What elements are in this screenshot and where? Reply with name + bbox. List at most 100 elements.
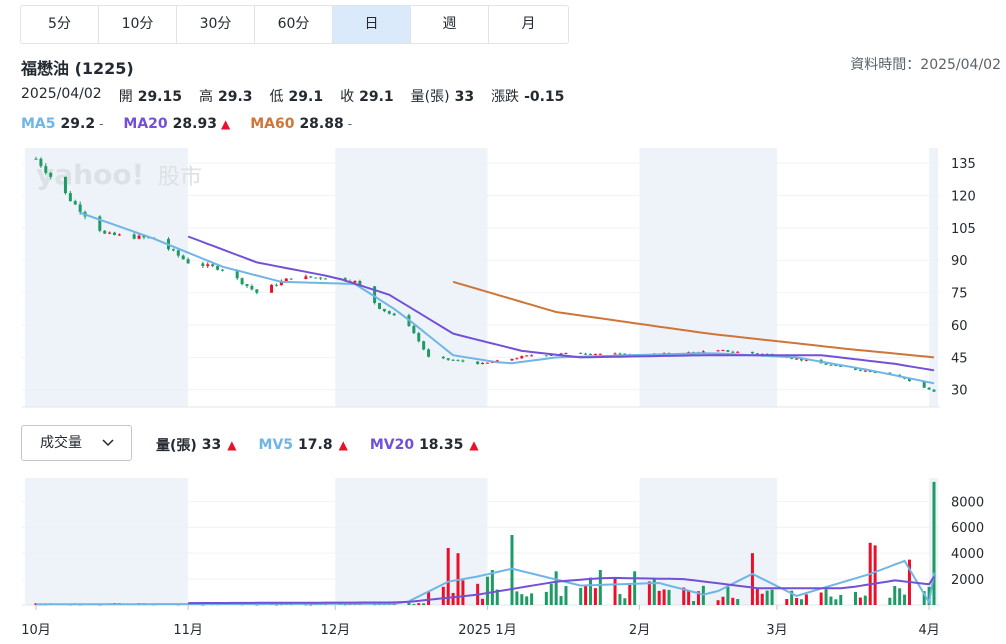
volume-bar xyxy=(932,481,936,605)
volume-bar xyxy=(554,571,558,605)
ma-name: MA5 xyxy=(21,116,56,132)
tab-4[interactable]: 日 xyxy=(333,6,411,43)
volume-bar xyxy=(515,591,519,605)
indicator-select[interactable]: 成交量 xyxy=(21,425,132,461)
volume-bar xyxy=(446,547,450,605)
candle-body xyxy=(113,232,117,235)
candle-body xyxy=(255,289,259,293)
volume-bar xyxy=(800,599,804,605)
ma-name: MA20 xyxy=(123,116,168,132)
trend-indicator: ▲ xyxy=(338,438,348,452)
candle-body xyxy=(49,172,53,177)
volume-bar xyxy=(520,594,524,605)
candle-body xyxy=(279,281,283,286)
price-tick-label: 75 xyxy=(951,287,968,302)
tab-2[interactable]: 30分 xyxy=(177,6,255,43)
volume-bar xyxy=(736,599,740,605)
volume-bar xyxy=(755,588,759,605)
volume-legend-value: 18.35 xyxy=(419,437,464,453)
candle-body xyxy=(284,278,288,282)
ma-value: 29.2 xyxy=(60,116,96,132)
tab-5[interactable]: 週 xyxy=(411,6,489,43)
volume-legend-value: 33 xyxy=(201,437,222,453)
volume-bar xyxy=(417,603,421,605)
candle-body xyxy=(377,302,381,309)
volume-bar xyxy=(593,588,597,605)
candle-body xyxy=(373,286,377,303)
x-month-label: 3月 xyxy=(766,623,787,638)
candle-body xyxy=(510,358,514,361)
candle-body xyxy=(142,235,146,238)
candle-body xyxy=(309,276,313,278)
volume-bar xyxy=(770,589,774,605)
volume-bar xyxy=(804,594,808,605)
tab-0[interactable]: 5分 xyxy=(21,6,99,43)
month-shade xyxy=(639,478,777,605)
candle-body xyxy=(559,353,563,355)
candle-body xyxy=(78,204,82,212)
candle-body xyxy=(274,284,278,286)
volume-bar xyxy=(481,598,485,605)
ma60-line xyxy=(452,280,935,359)
candle-body xyxy=(250,286,254,290)
x-month-label: 2月 xyxy=(629,623,650,638)
volume-bar xyxy=(579,587,583,605)
volume-bar xyxy=(873,545,877,605)
volume-bar xyxy=(790,590,794,605)
candle-body xyxy=(922,381,926,388)
volume-bar xyxy=(696,591,700,605)
indicator-select-label: 成交量 xyxy=(40,435,82,451)
price-tick-label: 60 xyxy=(951,319,968,334)
price-tick-label: 90 xyxy=(951,254,968,269)
candle-body xyxy=(544,355,548,357)
tab-1[interactable]: 10分 xyxy=(99,6,177,43)
volume-bar xyxy=(584,585,588,605)
candle-body xyxy=(39,158,43,167)
ohlc-date: 2025/04/02 xyxy=(21,86,102,102)
candle-body xyxy=(485,362,489,364)
ma5-line xyxy=(79,211,935,385)
price-tick-label: 120 xyxy=(951,189,976,204)
volume-bar xyxy=(687,590,691,605)
candle-body xyxy=(598,353,602,355)
ohlc-volume: 量(張) 33 xyxy=(410,89,475,105)
candle-body xyxy=(490,362,494,364)
candle-body xyxy=(235,269,239,279)
candle-body xyxy=(790,358,794,360)
candle-body xyxy=(441,356,445,359)
candle-body xyxy=(108,232,112,234)
mv20-line xyxy=(188,575,935,605)
volume-bar xyxy=(898,588,902,605)
trend-indicator: - xyxy=(99,117,104,131)
volume-bar xyxy=(858,597,862,605)
volume-legend-item: MV20 18.35 ▲ xyxy=(370,435,479,455)
volume-bar xyxy=(441,586,445,605)
candle-body xyxy=(206,264,210,267)
candle-body xyxy=(750,351,754,354)
candle-body xyxy=(44,166,48,173)
month-shade xyxy=(929,148,938,407)
candle-body xyxy=(427,349,431,357)
candle-body xyxy=(98,216,102,231)
ma20-line xyxy=(187,235,935,372)
candle-body xyxy=(137,235,141,239)
candle-body xyxy=(858,369,862,371)
tab-3[interactable]: 60分 xyxy=(255,6,333,43)
timeframe-tabs: 5分 10分 30分 60分日週 月 xyxy=(20,5,569,44)
volume-bar xyxy=(839,594,843,605)
candle-body xyxy=(68,193,72,202)
volume-tick-label: 2000 xyxy=(951,573,984,588)
volume-bar xyxy=(628,584,632,605)
data-timestamp: 資料時間：2025/04/02 xyxy=(850,57,1001,73)
volume-bar xyxy=(750,553,754,605)
volume-bar xyxy=(274,604,278,606)
candle-body xyxy=(721,350,725,352)
volume-bar xyxy=(667,589,671,605)
tab-6[interactable]: 月 xyxy=(521,16,536,32)
candle-body xyxy=(201,263,205,267)
volume-bar xyxy=(544,591,548,605)
month-shade xyxy=(25,478,189,605)
candle-body xyxy=(804,359,808,361)
volume-bar xyxy=(618,594,622,605)
